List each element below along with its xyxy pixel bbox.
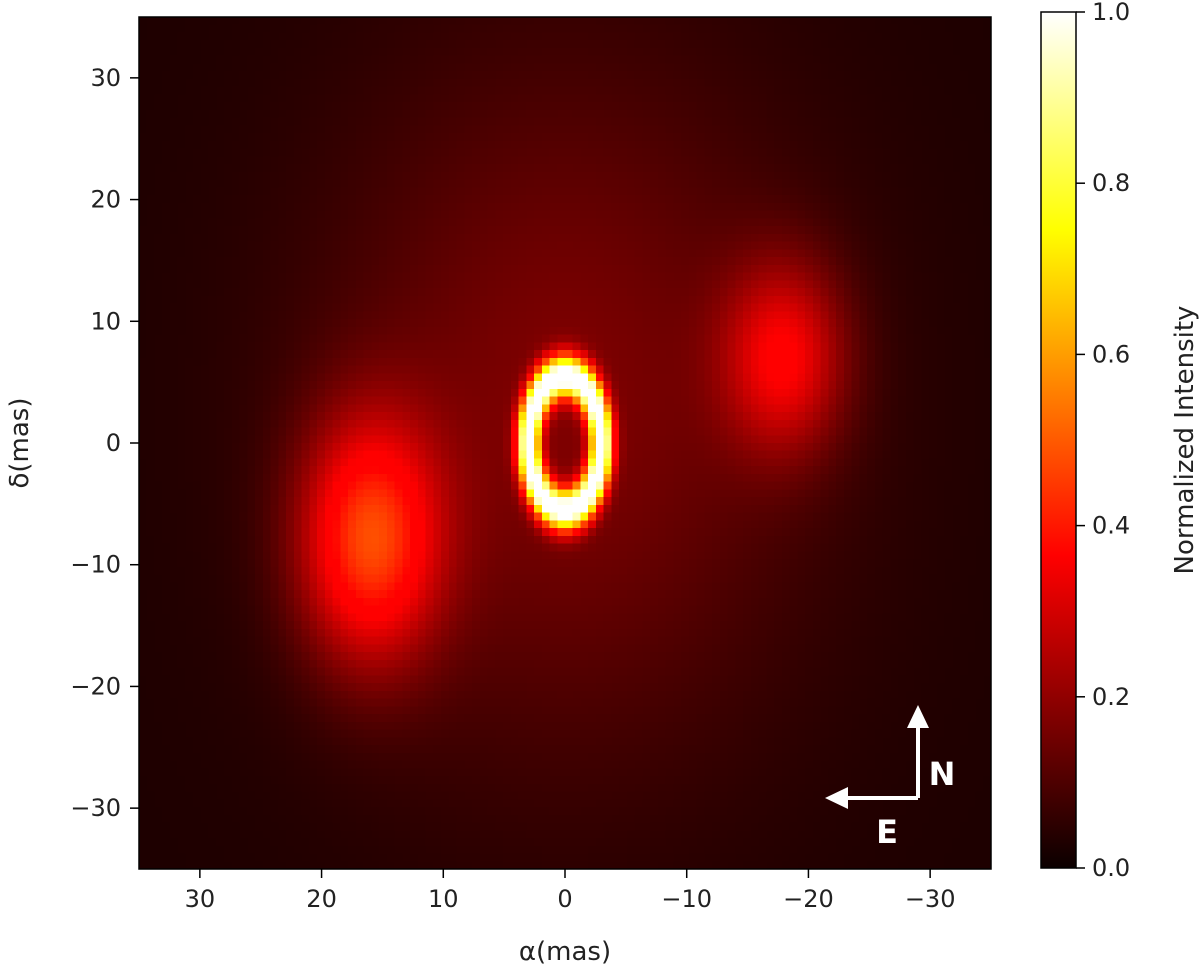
x-tick-label: 20	[306, 885, 337, 913]
colorbar-tick-label: 1.0	[1092, 0, 1130, 26]
y-tick-label: 0	[106, 429, 121, 457]
y-axis-label: δ(mas)	[5, 398, 35, 489]
colorbar-gradient	[1041, 12, 1076, 868]
east-label: E	[876, 813, 898, 851]
colorbar-ticks: 0.0 0.2 0.4 0.6 0.8 1.0	[1076, 0, 1130, 882]
colorbar-tick-label: 0.6	[1092, 340, 1130, 368]
y-tick-label: −20	[70, 672, 121, 700]
x-tick-label: −30	[905, 885, 956, 913]
plot-area	[138, 16, 992, 870]
x-tick-label: 0	[557, 885, 572, 913]
colorbar-label: Normalized Intensity	[1170, 306, 1200, 575]
colorbar-tick-label: 0.4	[1092, 512, 1130, 540]
compass: N E	[825, 705, 955, 851]
colorbar: 0.0 0.2 0.4 0.6 0.8 1.0 Normalized Intensity	[1040, 0, 1200, 882]
north-arrow-head	[907, 705, 929, 728]
x-tick-label: 30	[185, 885, 216, 913]
y-tick-label: −10	[70, 551, 121, 579]
y-axis: 30 20 10 0 −10 −20 −30	[70, 64, 139, 822]
heatmap-image	[139, 17, 991, 869]
x-tick-label: −20	[783, 885, 834, 913]
colorbar-tick-label: 0.0	[1092, 854, 1130, 882]
y-tick-label: 30	[90, 64, 121, 92]
x-axis-label: α(mas)	[519, 937, 611, 967]
north-label: N	[929, 755, 956, 793]
x-tick-label: 10	[428, 885, 459, 913]
colorbar-frame	[1040, 11, 1077, 869]
y-tick-label: 20	[90, 186, 121, 214]
y-tick-label: 10	[90, 307, 121, 335]
colorbar-tick-label: 0.2	[1092, 683, 1130, 711]
x-axis: 30 20 10 0 −10 −20 −30	[185, 869, 956, 913]
x-tick-label: −10	[661, 885, 712, 913]
y-tick-label: −30	[70, 794, 121, 822]
east-arrow-head	[825, 787, 848, 809]
colorbar-tick-label: 0.8	[1092, 169, 1130, 197]
